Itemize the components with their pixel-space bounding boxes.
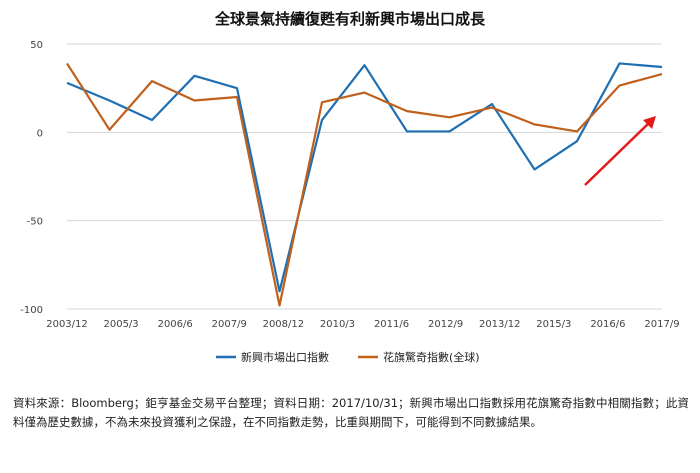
x-tick-label: 2006/6 bbox=[158, 319, 193, 330]
trend-arrow bbox=[584, 116, 656, 186]
y-tick-label: 0 bbox=[37, 128, 43, 139]
x-tick-label: 2003/12 bbox=[46, 319, 88, 330]
x-tick-label: 2008/12 bbox=[263, 319, 305, 330]
x-tick-label: 2007/9 bbox=[212, 319, 247, 330]
series-line-0 bbox=[66, 62, 663, 293]
series-line-1 bbox=[66, 62, 663, 307]
legend: 新興市場出口指數 花旗驚奇指數(全球) bbox=[216, 350, 480, 364]
arrow-shaft bbox=[584, 121, 651, 186]
arrow-head bbox=[643, 116, 656, 129]
grid-lines bbox=[67, 43, 662, 310]
series-lines bbox=[66, 62, 663, 307]
x-tick-label: 2010/3 bbox=[320, 319, 355, 330]
y-tick-label: 50 bbox=[30, 40, 43, 51]
x-tick-label: 2015/3 bbox=[536, 319, 571, 330]
line-chart: 50 0 -50 -100 2003/12 2005/3 2006/6 2007/9 2008… bbox=[20, 40, 679, 364]
x-tick-label: 2005/3 bbox=[103, 319, 138, 330]
y-axis-labels: 50 0 -50 -100 bbox=[20, 40, 43, 316]
x-tick-label: 2011/6 bbox=[374, 319, 409, 330]
x-tick-label: 2012/9 bbox=[428, 319, 463, 330]
x-tick-label: 2016/6 bbox=[590, 319, 625, 330]
legend-label-0: 新興市場出口指數 bbox=[241, 350, 329, 364]
y-tick-label: -100 bbox=[20, 305, 43, 316]
y-tick-label: -50 bbox=[27, 217, 43, 228]
legend-label-1: 花旗驚奇指數(全球) bbox=[383, 350, 480, 364]
x-tick-label: 2017/9 bbox=[644, 319, 679, 330]
x-axis-labels: 2003/12 2005/3 2006/6 2007/9 2008/12 2010/3 20… bbox=[46, 319, 679, 330]
x-tick-label: 2013/12 bbox=[479, 319, 521, 330]
source-footnote: 資料來源：Bloomberg；鉅亨基金交易平台整理；資料日期：2017/10/3… bbox=[13, 396, 689, 429]
chart-title: 全球景氣持續復甦有利新興市場出口成長 bbox=[214, 10, 485, 28]
